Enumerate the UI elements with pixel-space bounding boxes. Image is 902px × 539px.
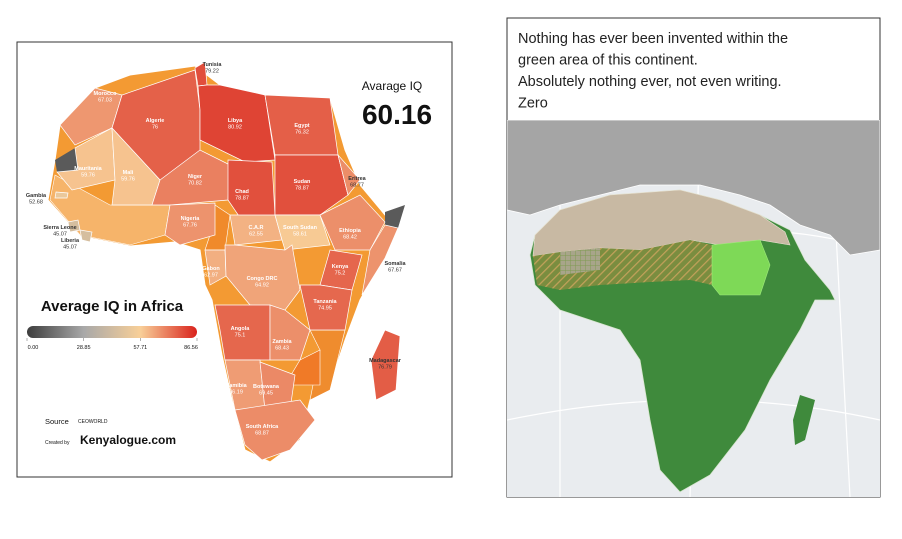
country-name: Egypt	[294, 123, 309, 129]
country	[234, 399, 316, 461]
country-name: Kenya	[332, 264, 349, 270]
country-name: Mali	[123, 170, 134, 176]
country-name: Niger	[188, 174, 203, 180]
country-name: C.A.R	[249, 225, 264, 231]
country	[337, 154, 361, 196]
no-data-region	[55, 148, 78, 172]
country-value: 78.87	[295, 186, 309, 192]
legend-tick-label: 28.85	[77, 345, 91, 351]
source: CEOWORLD	[78, 419, 108, 425]
country-value: 67.03	[98, 98, 112, 104]
legend-title: Average IQ in Africa	[41, 298, 184, 315]
country-name: Botswana	[253, 384, 280, 390]
country-value: 69.45	[259, 391, 273, 397]
country-value: 79.22	[205, 69, 219, 75]
country-name: Zambia	[272, 339, 292, 345]
country-name: Namibia	[225, 383, 247, 389]
country-value: 59.76	[121, 177, 135, 183]
country	[164, 202, 216, 246]
country	[111, 127, 161, 206]
country	[274, 154, 349, 216]
country-value: 75.1	[235, 333, 246, 339]
no-data-region	[385, 205, 405, 228]
country-value: 66.19	[229, 390, 243, 396]
country-value: 45.07	[53, 232, 67, 238]
country-name: South Africa	[246, 424, 279, 430]
legend-tick-label: 0.00	[28, 345, 39, 351]
country-name: Gabon	[202, 266, 220, 272]
country-name: Morocco	[94, 91, 118, 97]
created-by-label: Created by	[45, 440, 70, 446]
country-value: 76	[152, 125, 158, 131]
country-value: 75.2	[335, 271, 346, 277]
country-name: Chad	[235, 189, 249, 195]
average-iq: 60.16	[362, 99, 432, 130]
country-name: Sierra Leone	[43, 225, 76, 231]
legend-ticks: 0.00 28.85 57.71 86.56	[26, 338, 198, 351]
country-name: Somalia	[384, 261, 406, 267]
country-value: 67.76	[183, 223, 197, 229]
created-by: Kenyalogue.com	[80, 433, 176, 447]
country	[274, 214, 331, 251]
country-value: 52.68	[29, 200, 43, 206]
country-name: Algerie	[146, 118, 165, 124]
country-value: 68.42	[343, 235, 357, 241]
country-name: Gambia	[26, 193, 47, 199]
country-value: 76.79	[378, 365, 392, 371]
country-value: 59.76	[81, 173, 95, 179]
country	[54, 191, 69, 199]
country-name: Tunisia	[203, 62, 223, 68]
country-value: 74.95	[318, 306, 332, 312]
country-name: Nigeria	[181, 216, 201, 222]
country-name: Mauritania	[74, 166, 102, 172]
country-value: 70.82	[188, 181, 202, 187]
country-name: Ethiopia	[339, 228, 362, 234]
country-value: 68.77	[350, 183, 364, 189]
country	[224, 244, 301, 311]
country-value: 68.43	[275, 346, 289, 352]
country-name: Tanzania	[313, 299, 337, 305]
legend-tick-label: 57.71	[133, 345, 147, 351]
country-value: 67.67	[388, 268, 402, 274]
country-name: Liberia	[61, 238, 80, 244]
country	[319, 194, 386, 251]
country-value: 80.92	[228, 125, 242, 131]
country-value: 45.07	[63, 245, 77, 251]
iq-label: Avarage IQ	[362, 79, 422, 93]
country-name: Congo DRC	[247, 276, 278, 282]
country-value: 78.87	[235, 196, 249, 202]
country-name: Madagascar	[369, 358, 402, 364]
legend-bar	[27, 326, 197, 338]
country	[361, 224, 399, 296]
country	[370, 329, 401, 401]
country-value: 62.55	[249, 232, 263, 238]
country-name: Eritrea	[348, 176, 366, 182]
country-value: 64.92	[255, 283, 269, 289]
country	[79, 229, 93, 243]
country-name: Sudan	[294, 179, 311, 185]
country-name: Libya	[228, 118, 243, 124]
country-value: 68.87	[255, 431, 269, 437]
country-value: 62.97	[204, 273, 218, 279]
country-name: Angola	[231, 326, 251, 332]
country	[299, 284, 353, 331]
source-label: Source	[45, 417, 69, 426]
country-value: 76.32	[295, 130, 309, 136]
country	[269, 304, 311, 361]
country-value: 58.61	[293, 232, 307, 238]
legend-tick-label: 86.56	[184, 345, 198, 351]
country-name: South Sudan	[283, 225, 318, 231]
